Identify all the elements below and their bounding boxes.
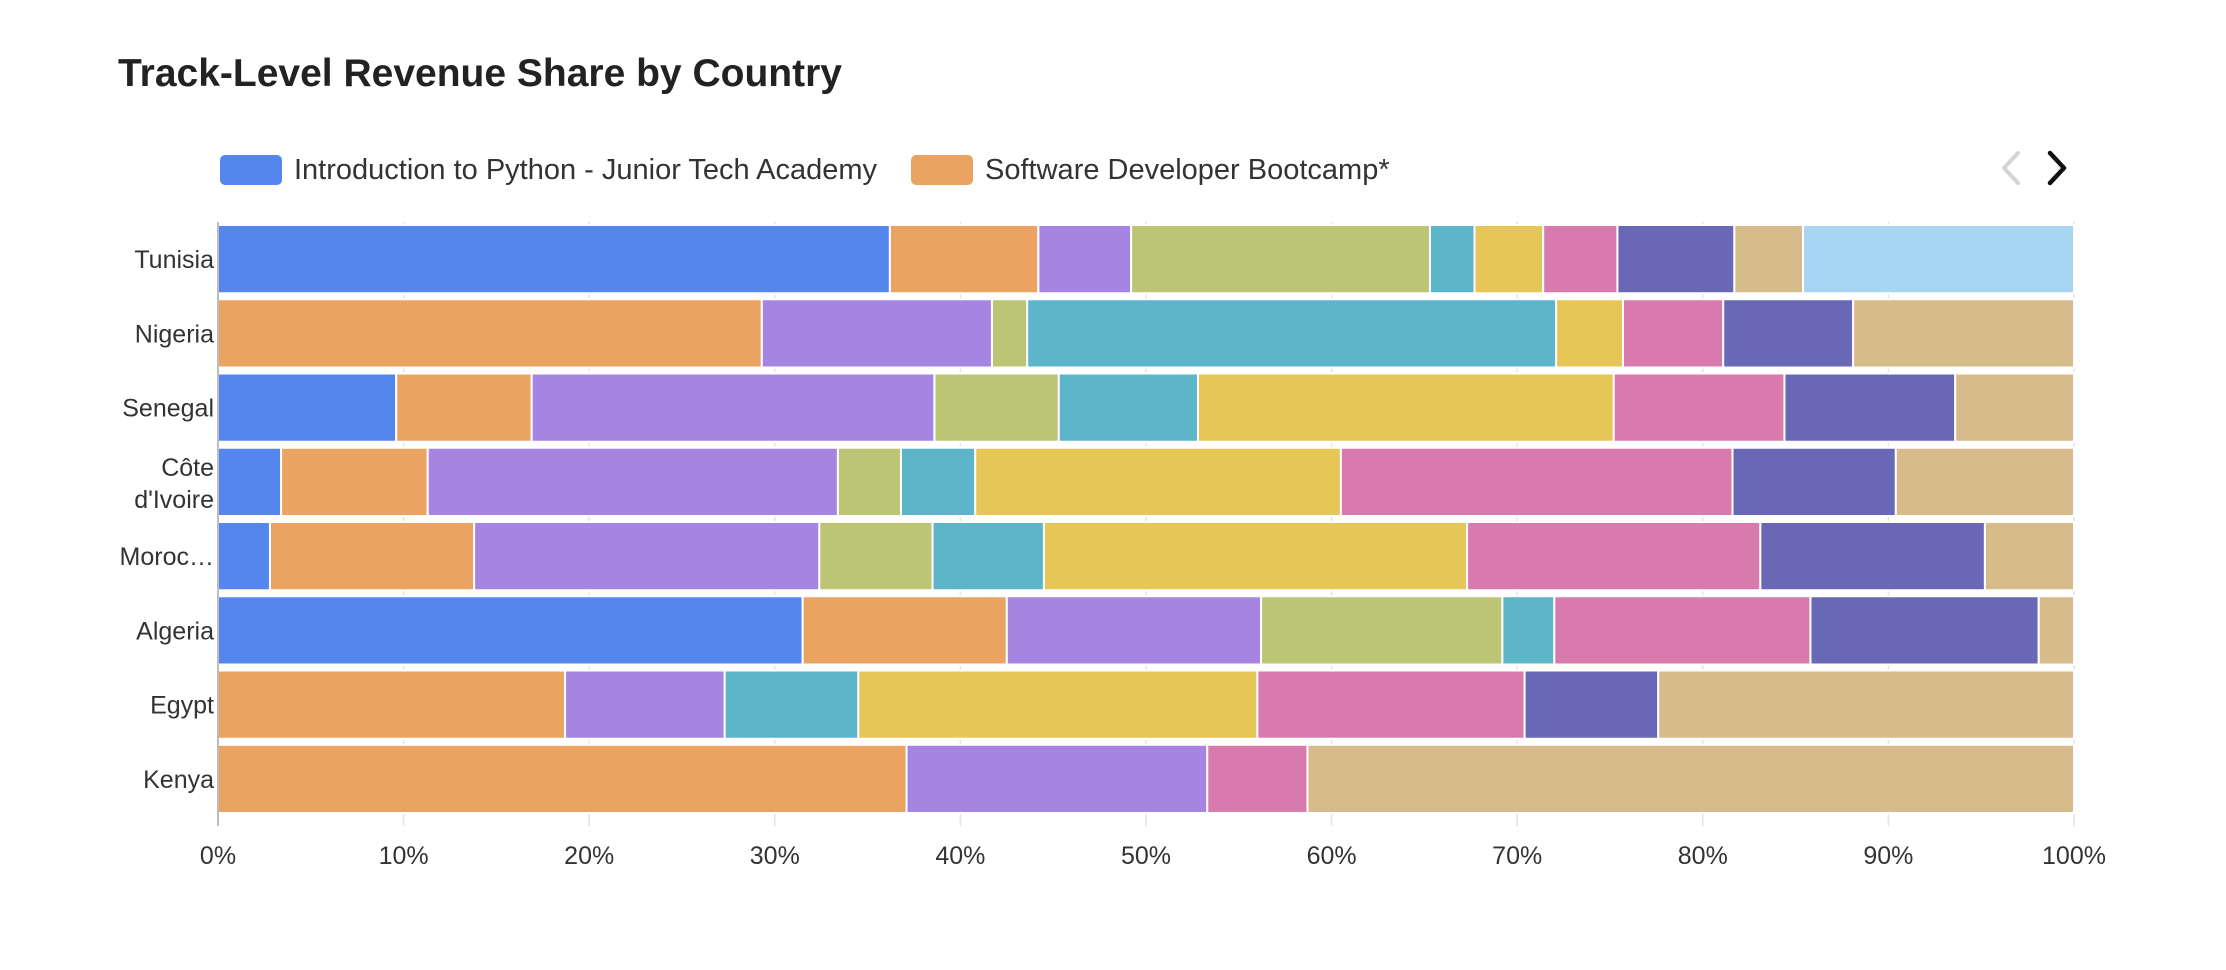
bar-segment[interactable] bbox=[1809, 595, 2040, 666]
bar-segment[interactable] bbox=[217, 446, 283, 517]
legend-next-chevron-icon[interactable] bbox=[2036, 145, 2076, 191]
y-category-label: Moroc… bbox=[120, 543, 214, 571]
bar-segment[interactable] bbox=[1057, 372, 1199, 443]
x-tick-label: 60% bbox=[1307, 842, 1357, 870]
x-tick-label: 70% bbox=[1492, 842, 1542, 870]
bar-segment[interactable] bbox=[1553, 595, 1812, 666]
legend-label-python: Introduction to Python - Junior Tech Aca… bbox=[294, 153, 878, 186]
bar-segment[interactable] bbox=[217, 521, 271, 592]
bar-segment[interactable] bbox=[217, 743, 908, 814]
bar-segment[interactable] bbox=[1523, 669, 1660, 740]
bar-segment[interactable] bbox=[217, 298, 763, 369]
bar-segment[interactable] bbox=[888, 224, 1040, 295]
y-category-label: Kenya bbox=[143, 766, 214, 794]
bar-segment[interactable] bbox=[473, 521, 821, 592]
legend-label-bootcamp: Software Developer Bootcamp* bbox=[985, 153, 1390, 186]
x-tick-label: 90% bbox=[1863, 842, 1913, 870]
bar-segment[interactable] bbox=[900, 446, 977, 517]
x-tick-label: 0% bbox=[200, 842, 236, 870]
bar-segment[interactable] bbox=[1042, 521, 1469, 592]
legend: Introduction to Python - Junior Tech Aca… bbox=[220, 150, 1424, 190]
y-category-label: Egypt bbox=[150, 692, 214, 720]
bar-segment[interactable] bbox=[1802, 224, 2076, 295]
bar-segment[interactable] bbox=[1428, 224, 1476, 295]
bar-segment[interactable] bbox=[217, 224, 891, 295]
bar-segment[interactable] bbox=[1612, 372, 1786, 443]
bar-segment[interactable] bbox=[1954, 372, 2075, 443]
bar-segment[interactable] bbox=[1206, 743, 1309, 814]
bar-segment[interactable] bbox=[1731, 446, 1897, 517]
bar-segment[interactable] bbox=[931, 521, 1045, 592]
y-category-label: Tunisia bbox=[134, 246, 214, 274]
bar-segment[interactable] bbox=[1501, 595, 1556, 666]
bar-segment[interactable] bbox=[1852, 298, 2075, 369]
bar-segment[interactable] bbox=[836, 446, 903, 517]
bar-segment[interactable] bbox=[1196, 372, 1615, 443]
bar-segment[interactable] bbox=[1026, 298, 1558, 369]
x-tick-label: 10% bbox=[379, 842, 429, 870]
bar-segment[interactable] bbox=[1473, 224, 1545, 295]
bar-segment[interactable] bbox=[723, 669, 860, 740]
legend-swatch-bootcamp bbox=[911, 155, 974, 185]
bar-segment[interactable] bbox=[1339, 446, 1734, 517]
bar-segment[interactable] bbox=[1783, 372, 1957, 443]
bar-segment[interactable] bbox=[1260, 595, 1504, 666]
bar-segment[interactable] bbox=[1657, 669, 2075, 740]
y-category-label: Algeria bbox=[136, 617, 214, 645]
bar-segment[interactable] bbox=[1555, 298, 1624, 369]
legend-swatch-python bbox=[220, 155, 282, 185]
bar-segment[interactable] bbox=[1130, 224, 1431, 295]
bar-segment[interactable] bbox=[217, 372, 398, 443]
bar-segment[interactable] bbox=[1621, 298, 1725, 369]
bar-segment[interactable] bbox=[268, 521, 476, 592]
x-tick-label: 30% bbox=[750, 842, 800, 870]
bar-segment[interactable] bbox=[933, 372, 1060, 443]
bar-segment[interactable] bbox=[1306, 743, 2076, 814]
legend-item-python[interactable]: Introduction to Python - Junior Tech Aca… bbox=[220, 154, 877, 187]
bar-segment[interactable] bbox=[1256, 669, 1526, 740]
bar-segment[interactable] bbox=[1722, 298, 1855, 369]
bar-segment[interactable] bbox=[2037, 595, 2075, 666]
bar-segment[interactable] bbox=[974, 446, 1342, 517]
x-tick-label: 50% bbox=[1121, 842, 1171, 870]
bar-segment[interactable] bbox=[760, 298, 993, 369]
chart-title: Track-Level Revenue Share by Country bbox=[118, 52, 842, 95]
bar-segment[interactable] bbox=[280, 446, 429, 517]
bar-segment[interactable] bbox=[1983, 521, 2075, 592]
bar-segment[interactable] bbox=[1733, 224, 1805, 295]
bar-segment[interactable] bbox=[217, 595, 804, 666]
y-category-label: Côte d'Ivoire bbox=[134, 454, 214, 514]
bar-segment[interactable] bbox=[1894, 446, 2075, 517]
bar-segment[interactable] bbox=[905, 743, 1209, 814]
bar-segment[interactable] bbox=[801, 595, 1008, 666]
y-category-label: Nigeria bbox=[135, 320, 214, 348]
bar-segment[interactable] bbox=[1542, 224, 1619, 295]
bar-segment[interactable] bbox=[1616, 224, 1736, 295]
bar-segment[interactable] bbox=[1005, 595, 1263, 666]
bar-segment[interactable] bbox=[1759, 521, 1986, 592]
x-tick-label: 40% bbox=[935, 842, 985, 870]
x-tick-label: 20% bbox=[564, 842, 614, 870]
x-tick-label: 100% bbox=[2042, 842, 2106, 870]
bar-segment[interactable] bbox=[217, 669, 567, 740]
bar-segment[interactable] bbox=[1037, 224, 1133, 295]
bar-segment[interactable] bbox=[395, 372, 533, 443]
bar-segment[interactable] bbox=[564, 669, 726, 740]
y-category-label: Senegal bbox=[122, 395, 214, 423]
bar-segment[interactable] bbox=[530, 372, 936, 443]
bar-segment[interactable] bbox=[426, 446, 839, 517]
x-tick-label: 80% bbox=[1678, 842, 1728, 870]
legend-item-bootcamp[interactable]: Software Developer Bootcamp* bbox=[911, 154, 1390, 187]
legend-prev-chevron-icon[interactable] bbox=[1992, 145, 2032, 191]
bar-segment[interactable] bbox=[990, 298, 1029, 369]
bar-segment[interactable] bbox=[818, 521, 934, 592]
bar-segment[interactable] bbox=[857, 669, 1259, 740]
bar-segment[interactable] bbox=[1466, 521, 1762, 592]
